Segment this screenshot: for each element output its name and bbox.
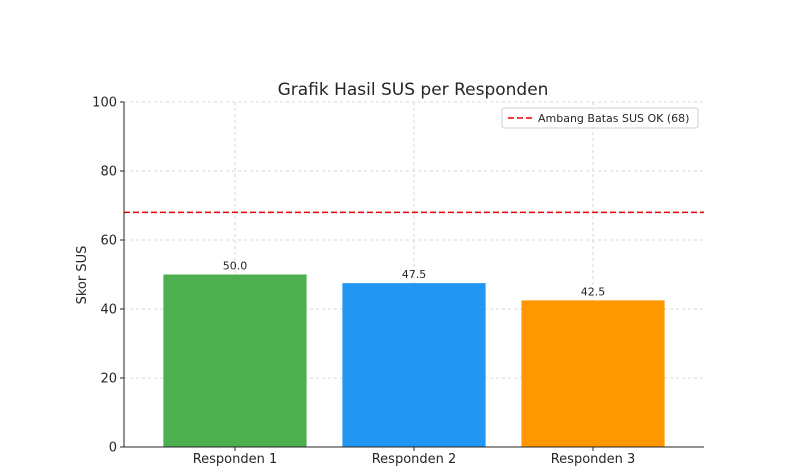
axis-layer: 0 20 40 60 80 100 Responden 1 Responden 2 Respon… bbox=[92, 96, 704, 467]
legend: Ambang Batas SUS OK (68) bbox=[501, 107, 699, 129]
y-tick-label: 100 bbox=[92, 96, 117, 111]
x-tick-label: Responden 3 bbox=[551, 452, 636, 467]
y-tick-label: 40 bbox=[100, 303, 117, 318]
y-tick-label: 20 bbox=[100, 372, 117, 387]
data-label-1: 50.0 bbox=[223, 260, 248, 273]
chart-title: Grafik Hasil SUS per Responden bbox=[278, 80, 549, 100]
bar-3 bbox=[521, 300, 665, 447]
bar-2 bbox=[342, 283, 486, 447]
bar-1 bbox=[163, 274, 307, 447]
y-axis-label: Skor SUS bbox=[75, 246, 90, 305]
y-tick-label: 0 bbox=[109, 441, 117, 456]
x-tick-label: Responden 1 bbox=[193, 452, 278, 467]
bar-layer: 50.0 47.5 42.5 bbox=[163, 260, 665, 447]
data-label-2: 47.5 bbox=[402, 268, 427, 281]
y-tick-label: 80 bbox=[100, 165, 117, 180]
data-label-3: 42.5 bbox=[581, 285, 606, 298]
legend-entry-label: Ambang Batas SUS OK (68) bbox=[538, 112, 689, 125]
y-tick-label: 60 bbox=[100, 234, 117, 249]
legend-box bbox=[501, 107, 699, 129]
x-tick-label: Responden 2 bbox=[372, 452, 457, 467]
